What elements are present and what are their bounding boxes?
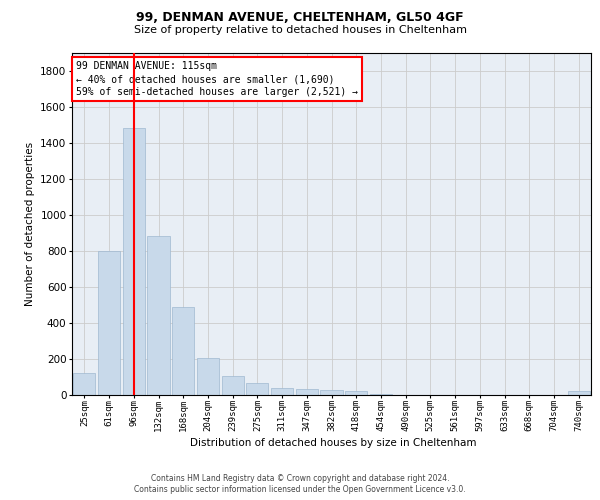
Bar (370, 394, 392, 395)
Text: 99 DENMAN AVENUE: 115sqm
← 40% of detached houses are smaller (1,690)
59% of sem: 99 DENMAN AVENUE: 115sqm ← 40% of detach… (76, 61, 358, 98)
Bar (246, 384, 268, 395)
Bar (172, 306, 194, 395)
Bar (98, 251, 120, 395)
Text: 99, DENMAN AVENUE, CHELTENHAM, GL50 4GF: 99, DENMAN AVENUE, CHELTENHAM, GL50 4GF (136, 11, 464, 24)
Text: Size of property relative to detached houses in Cheltenham: Size of property relative to detached ho… (133, 25, 467, 35)
Bar (197, 358, 219, 395)
Bar (221, 376, 244, 395)
Bar (568, 392, 590, 395)
Y-axis label: Number of detached properties: Number of detached properties (25, 142, 35, 306)
Bar (320, 390, 343, 395)
Bar (296, 388, 318, 395)
Bar (345, 392, 367, 395)
Bar (122, 128, 145, 395)
Bar (148, 236, 170, 395)
Text: Distribution of detached houses by size in Cheltenham: Distribution of detached houses by size … (190, 438, 476, 448)
Bar (271, 388, 293, 395)
Bar (73, 374, 95, 395)
Text: Contains HM Land Registry data © Crown copyright and database right 2024.
Contai: Contains HM Land Registry data © Crown c… (134, 474, 466, 494)
